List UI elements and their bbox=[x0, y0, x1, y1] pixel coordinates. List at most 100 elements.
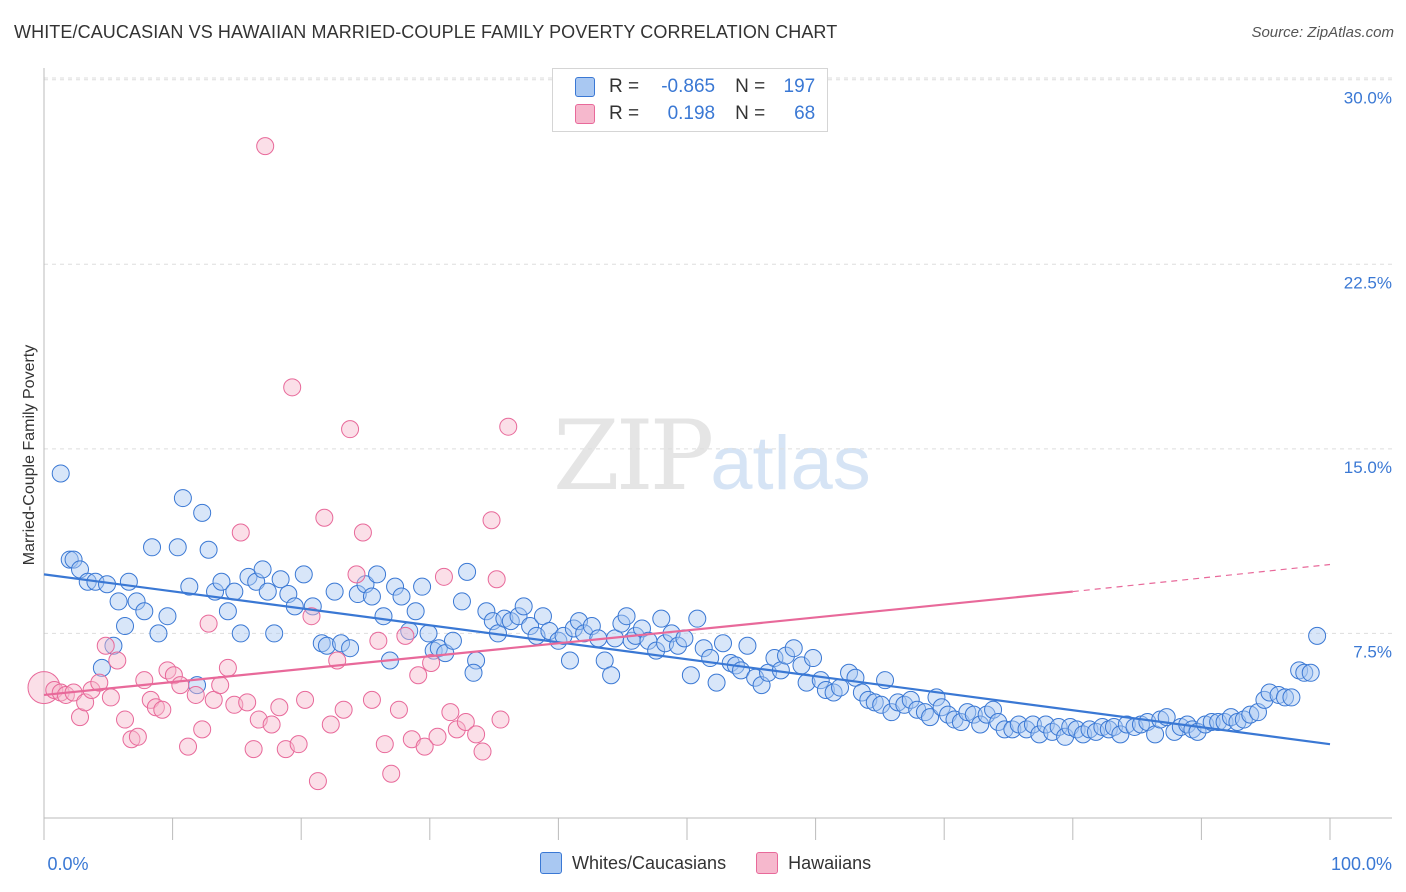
point-hawaiians bbox=[422, 653, 441, 672]
point-whites bbox=[419, 624, 438, 643]
axes bbox=[43, 68, 1392, 840]
point-hawaiians bbox=[456, 713, 475, 732]
y-tick-label: 7.5% bbox=[1353, 642, 1392, 661]
point-whites bbox=[149, 624, 168, 643]
y-tick-label: 22.5% bbox=[1344, 273, 1392, 292]
point-whites bbox=[1301, 663, 1320, 682]
correlation-legend: R = -0.865 N = 197 R = 0.198 N = 68 bbox=[552, 68, 828, 132]
point-whites bbox=[688, 609, 707, 628]
point-hawaiians bbox=[434, 567, 453, 586]
point-hawaiians bbox=[179, 737, 198, 756]
point-whites bbox=[119, 572, 138, 591]
point-hawaiians bbox=[441, 703, 460, 722]
point-whites bbox=[1202, 713, 1221, 732]
legend-swatch-whites bbox=[575, 77, 595, 97]
legend-n-label: N = bbox=[735, 76, 766, 97]
series-hawaiians-points bbox=[27, 137, 518, 791]
point-whites bbox=[521, 617, 540, 636]
point-whites bbox=[225, 582, 244, 601]
point-hawaiians bbox=[347, 565, 366, 584]
point-whites bbox=[714, 634, 733, 653]
point-hawaiians bbox=[171, 676, 190, 695]
point-whites bbox=[1282, 688, 1301, 707]
point-hawaiians bbox=[409, 666, 428, 685]
point-hawaiians bbox=[270, 698, 289, 717]
legend-item-hawaiians: Hawaiians bbox=[756, 852, 871, 874]
point-whites bbox=[831, 678, 850, 697]
point-whites bbox=[901, 690, 920, 709]
point-whites bbox=[652, 609, 671, 628]
point-hawaiians bbox=[231, 523, 250, 542]
point-hawaiians bbox=[334, 700, 353, 719]
point-whites bbox=[668, 636, 687, 655]
point-whites bbox=[964, 705, 983, 724]
point-whites bbox=[173, 489, 192, 508]
point-hawaiians bbox=[101, 688, 120, 707]
point-whites bbox=[317, 636, 336, 655]
point-whites bbox=[989, 713, 1008, 732]
point-hawaiians bbox=[499, 417, 518, 436]
trend-lines bbox=[43, 563, 1331, 746]
point-whites bbox=[127, 592, 146, 611]
point-whites bbox=[675, 629, 694, 648]
legend-swatch-whites bbox=[540, 852, 562, 874]
point-whites bbox=[341, 639, 360, 658]
point-hawaiians bbox=[256, 137, 275, 156]
point-hawaiians bbox=[353, 523, 372, 542]
legend-n-value: 197 bbox=[783, 76, 816, 97]
point-whites bbox=[294, 565, 313, 584]
point-hawaiians bbox=[487, 570, 506, 589]
point-whites bbox=[1295, 663, 1314, 682]
point-hawaiians bbox=[153, 700, 172, 719]
point-whites bbox=[852, 683, 871, 702]
point-hawaiians bbox=[262, 715, 281, 734]
point-whites bbox=[464, 663, 483, 682]
point-whites bbox=[180, 577, 199, 596]
point-whites bbox=[1099, 720, 1118, 739]
source-label: Source: ZipAtlas.com bbox=[1251, 24, 1394, 41]
x-tick-label-max: 100.0% bbox=[1331, 854, 1392, 874]
point-whites bbox=[540, 621, 559, 640]
point-whites bbox=[921, 708, 940, 727]
point-whites bbox=[253, 560, 272, 579]
point-whites bbox=[681, 666, 700, 685]
trend-line-hawaiians-extension bbox=[1072, 563, 1331, 593]
point-whites bbox=[135, 602, 154, 621]
point-hawaiians bbox=[428, 727, 447, 746]
point-whites bbox=[514, 597, 533, 616]
point-whites bbox=[995, 720, 1014, 739]
point-whites bbox=[199, 540, 218, 559]
point-whites bbox=[617, 607, 636, 626]
point-hawaiians bbox=[186, 685, 205, 704]
y-tick-label: 15.0% bbox=[1344, 458, 1392, 477]
point-whites bbox=[168, 538, 187, 557]
point-whites bbox=[458, 562, 477, 581]
point-whites bbox=[443, 631, 462, 650]
point-whites bbox=[109, 592, 128, 611]
point-hawaiians bbox=[396, 626, 415, 645]
legend-swatch-hawaiians bbox=[756, 852, 779, 874]
legend-swatch-hawaiians bbox=[575, 104, 595, 124]
point-whites bbox=[271, 570, 290, 589]
chart-title: WHITE/CAUCASIAN VS HAWAIIAN MARRIED-COUP… bbox=[14, 22, 838, 42]
legend-r-label: R = bbox=[609, 76, 640, 97]
point-hawaiians bbox=[116, 710, 135, 729]
legend-r-value: -0.865 bbox=[661, 76, 716, 97]
point-whites bbox=[332, 634, 351, 653]
legend-row-whites: R = -0.865 N = 197 bbox=[575, 75, 815, 99]
point-whites bbox=[212, 572, 231, 591]
point-hawaiians bbox=[193, 720, 212, 739]
point-whites bbox=[51, 464, 70, 483]
point-whites bbox=[64, 550, 83, 569]
point-hawaiians bbox=[218, 658, 237, 677]
series-legend: Whites/Caucasians Hawaiians bbox=[540, 852, 901, 874]
legend-item-whites: Whites/Caucasians bbox=[540, 852, 726, 874]
point-whites bbox=[1308, 626, 1327, 645]
trend-line-whites bbox=[43, 573, 1331, 746]
point-whites bbox=[694, 639, 713, 658]
point-whites bbox=[348, 585, 367, 604]
point-whites bbox=[1023, 715, 1042, 734]
point-whites bbox=[1290, 661, 1309, 680]
point-whites bbox=[258, 582, 277, 601]
